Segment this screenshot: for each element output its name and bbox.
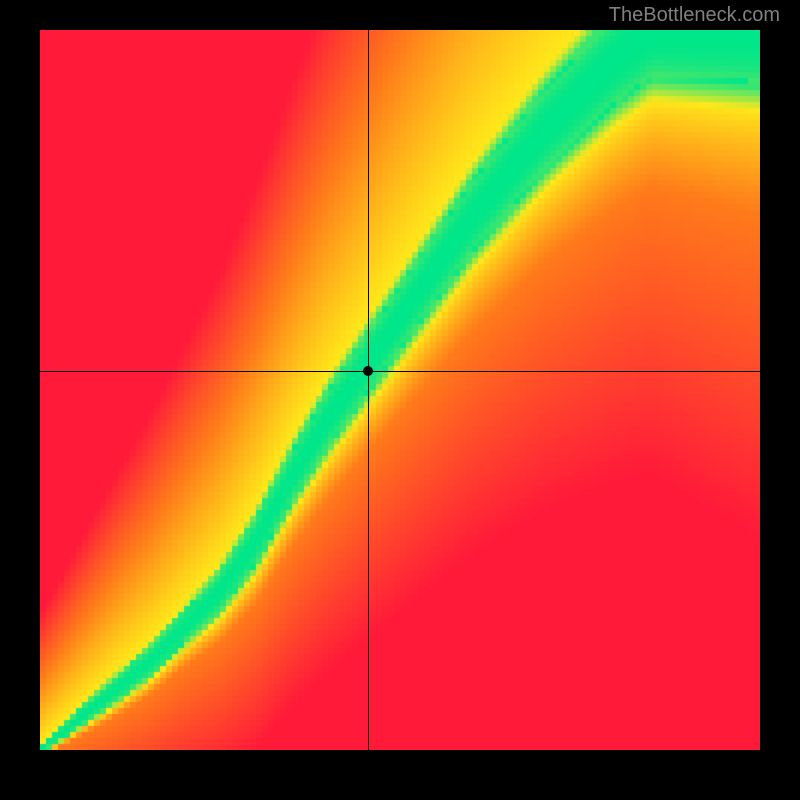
chart-container: TheBottleneck.com [0,0,800,800]
watermark-text: TheBottleneck.com [609,4,780,27]
plot-area [40,30,760,750]
heatmap-canvas [40,30,760,750]
crosshair-vertical [368,30,369,750]
marker-dot [363,366,373,376]
crosshair-horizontal [40,371,760,372]
